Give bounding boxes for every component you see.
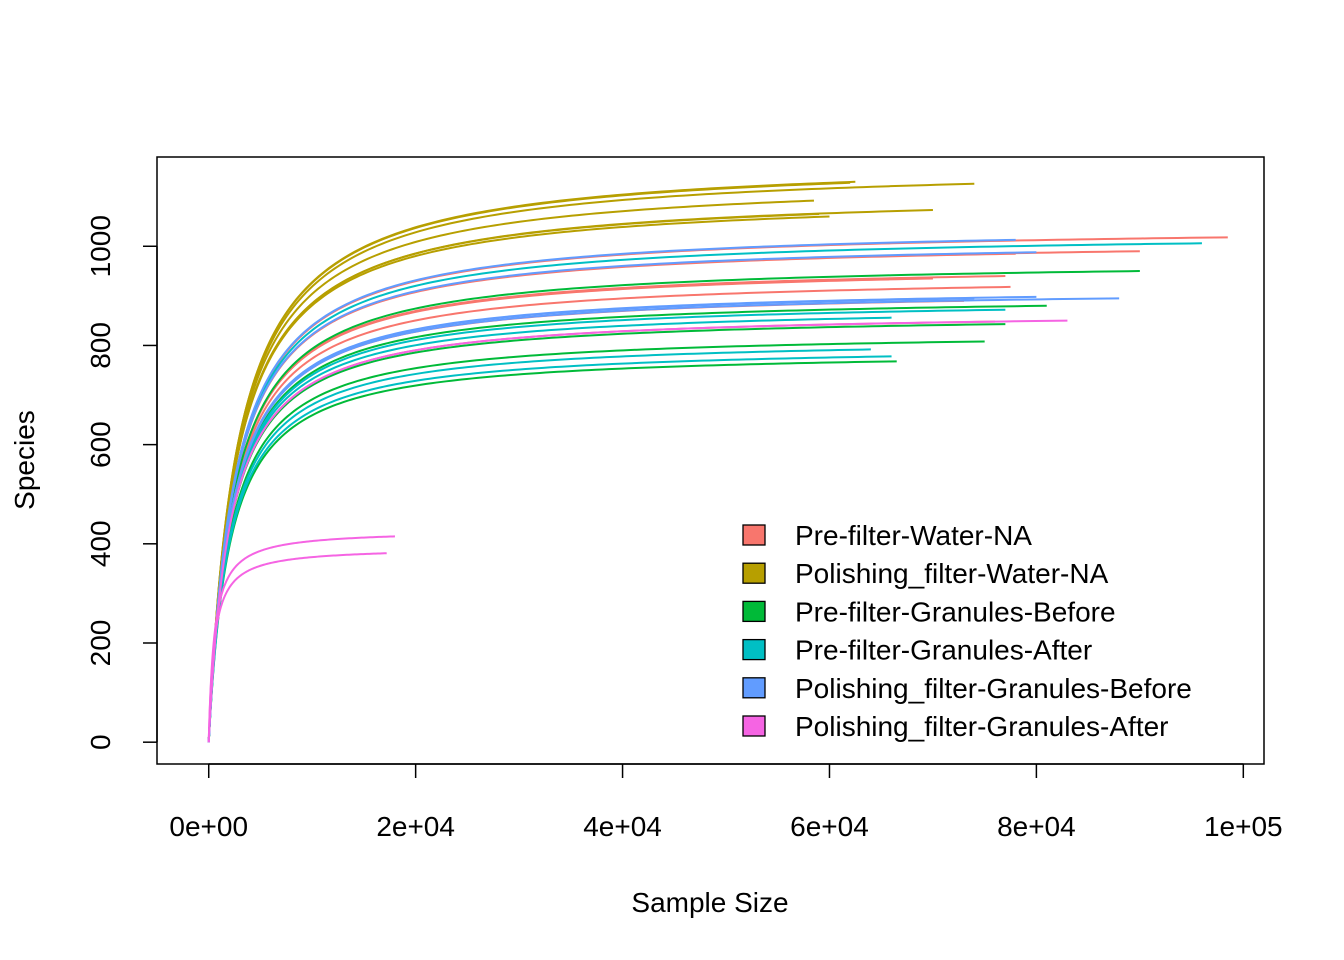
y-tick-label: 800: [85, 322, 116, 369]
x-axis-label: Sample Size: [631, 887, 788, 918]
x-tick-label: 1e+05: [1204, 811, 1283, 842]
x-axis: 0e+00 2e+04 4e+04 6e+04 8e+04 1e+05: [169, 763, 1283, 842]
legend-label: Pre-filter-Granules-Before: [795, 596, 1116, 627]
curve-line: [207, 270, 1140, 743]
curves-layer: [207, 180, 1228, 743]
y-tick-label: 200: [85, 620, 116, 667]
legend-label: Polishing_filter-Granules-After: [795, 711, 1169, 742]
curve-line: [207, 355, 892, 743]
x-tick-label: 6e+04: [790, 811, 869, 842]
y-tick-label: 600: [85, 421, 116, 468]
y-tick-label: 1000: [85, 215, 116, 277]
legend-label: Polishing_filter-Granules-Before: [795, 673, 1192, 704]
curve-line: [207, 251, 1037, 743]
legend-swatch: [742, 677, 766, 699]
y-tick-label: 0: [85, 734, 116, 750]
legend: Pre-filter-Water-NA Polishing_filter-Wate…: [742, 520, 1192, 742]
legend-swatch: [742, 524, 766, 546]
curve-line: [207, 297, 975, 743]
x-tick-label: 0e+00: [169, 811, 248, 842]
legend-swatch: [742, 562, 766, 584]
y-axis: 0 200 400 600 800 1000: [85, 215, 158, 750]
x-tick-label: 8e+04: [997, 811, 1076, 842]
legend-swatch: [742, 715, 766, 737]
legend-label: Polishing_filter-Water-NA: [795, 558, 1109, 589]
legend-swatch: [742, 638, 766, 661]
x-tick-label: 2e+04: [376, 811, 455, 842]
legend-label: Pre-filter-Granules-After: [795, 635, 1092, 666]
legend-swatch: [742, 600, 766, 623]
curve-line: [207, 319, 1068, 743]
y-tick-label: 400: [85, 520, 116, 567]
x-tick-label: 4e+04: [583, 811, 662, 842]
legend-label: Pre-filter-Water-NA: [795, 520, 1032, 551]
y-axis-label: Species: [9, 410, 40, 510]
curve-line: [207, 552, 387, 743]
